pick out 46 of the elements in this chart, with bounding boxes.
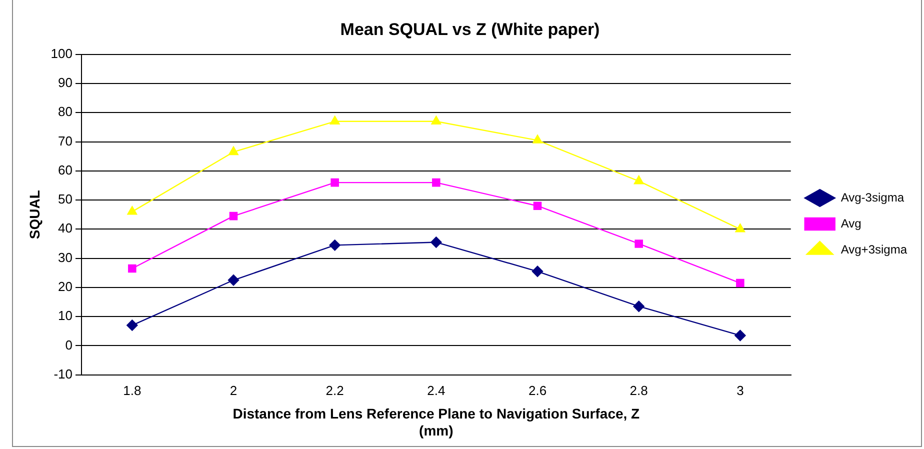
point bbox=[228, 146, 238, 156]
y-tick-label: 30 bbox=[58, 250, 72, 265]
x-tick-label: 2.2 bbox=[326, 383, 344, 398]
point bbox=[533, 202, 542, 210]
y-axis-title: SQUAL bbox=[26, 190, 42, 240]
point bbox=[532, 266, 544, 277]
point bbox=[126, 320, 138, 331]
point bbox=[734, 330, 746, 342]
point bbox=[431, 116, 442, 124]
y-tick-label: -10 bbox=[54, 366, 72, 382]
x-axis-title: Distance from Lens Reference Plane to Navigation Surface, Z (mm) bbox=[232, 406, 640, 438]
x-tick-label: 1.8 bbox=[123, 383, 142, 398]
point bbox=[633, 300, 644, 312]
x-tick-label: 2.6 bbox=[528, 383, 547, 398]
y-tick-label: 20 bbox=[58, 278, 72, 294]
x-tick-label: 3 bbox=[736, 383, 744, 398]
y-tick-label: 60 bbox=[58, 162, 72, 178]
y-tick-label: 100 bbox=[50, 46, 72, 61]
point bbox=[329, 240, 340, 251]
point bbox=[128, 264, 136, 273]
point bbox=[127, 206, 138, 215]
y-tick-label: 40 bbox=[58, 220, 72, 236]
x-tick-label: 2.4 bbox=[427, 383, 446, 398]
legend-label: Avg bbox=[840, 216, 862, 230]
chart-title: Mean SQUAL vs Z (White paper) bbox=[340, 20, 600, 39]
point bbox=[430, 236, 442, 248]
point bbox=[229, 212, 238, 220]
y-tick-label: 70 bbox=[58, 133, 72, 148]
x-tick-label: 2.8 bbox=[630, 383, 648, 398]
point bbox=[330, 116, 340, 124]
point bbox=[532, 134, 542, 144]
legend-label: Avg-3sigma bbox=[840, 190, 904, 204]
y-tick-label: 10 bbox=[58, 308, 72, 324]
point bbox=[228, 274, 240, 286]
y-tick-label: 90 bbox=[58, 75, 72, 90]
point bbox=[634, 176, 644, 184]
point bbox=[736, 278, 744, 288]
point bbox=[634, 240, 643, 248]
point bbox=[735, 224, 746, 232]
point bbox=[330, 178, 339, 187]
legend-label: Avg+3sigma bbox=[840, 242, 908, 256]
x-tick-label: 2 bbox=[230, 383, 238, 398]
y-tick-label: 50 bbox=[58, 192, 72, 207]
y-tick-label: 80 bbox=[58, 104, 72, 120]
y-tick-label: 0 bbox=[65, 337, 72, 352]
point bbox=[432, 178, 440, 187]
